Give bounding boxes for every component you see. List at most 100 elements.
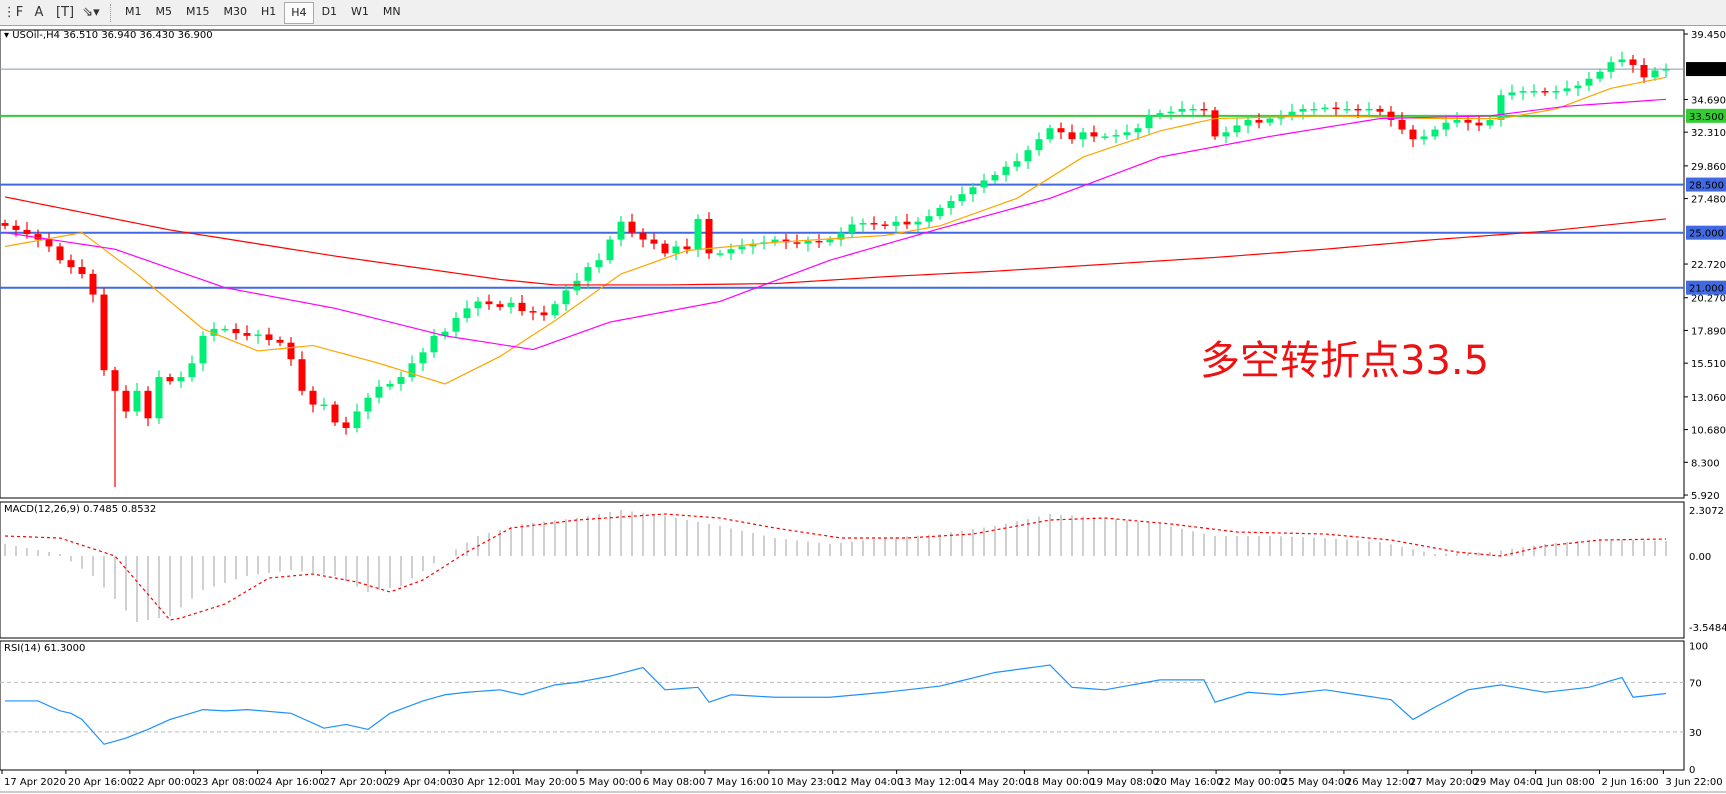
bull-candle	[1508, 92, 1516, 96]
level-label: 25.000	[1689, 229, 1724, 240]
timeframe-m1[interactable]: M1	[125, 5, 142, 18]
price-tick-label: 27.480	[1691, 195, 1726, 206]
bull-candle	[210, 328, 218, 336]
bear-candle	[650, 239, 658, 244]
bull-candle	[1343, 108, 1351, 111]
current-price-label: 36.900	[1689, 65, 1724, 76]
level-label-bg	[1686, 225, 1726, 240]
bear-candle	[661, 243, 669, 254]
bull-candle	[430, 335, 438, 353]
macd-signal-line	[4, 513, 1667, 621]
bear-candle	[67, 260, 75, 268]
bull-candle	[177, 377, 185, 382]
time-tick-label: 14 May 20:00	[963, 777, 1032, 788]
price-tick-label: 20.270	[1691, 294, 1726, 305]
level-label-bg	[1686, 177, 1726, 192]
time-tick-label: 20 May 16:00	[1154, 777, 1223, 788]
bull-candle	[562, 290, 570, 305]
bear-candle	[232, 328, 240, 334]
time-tick-label: 25 May 04:00	[1282, 777, 1351, 788]
bull-candle	[375, 386, 383, 398]
bull-candle	[727, 249, 735, 254]
bull-candle	[199, 335, 207, 364]
bear-candle	[1255, 119, 1263, 123]
timeframe-h4[interactable]: H4	[284, 1, 314, 24]
bear-candle	[1068, 132, 1076, 140]
bull-candle	[1519, 91, 1527, 93]
time-tick-label: 19 May 08:00	[1090, 777, 1159, 788]
moving-average-slow	[4, 196, 1667, 286]
bear-candle	[166, 377, 174, 382]
text-a-icon[interactable]: A	[34, 5, 44, 20]
toolbar-separator	[110, 3, 113, 22]
bear-candle	[1640, 64, 1648, 78]
bear-candle	[89, 273, 97, 295]
price-tick-label: 10.680	[1691, 426, 1726, 437]
bull-candle	[914, 221, 922, 225]
bear-candle	[78, 267, 86, 274]
bull-candle	[1035, 139, 1043, 151]
bull-candle	[1002, 166, 1010, 175]
time-tick-label: 6 May 08:00	[643, 777, 705, 788]
time-tick-label: 10 May 23:00	[771, 777, 840, 788]
bull-candle	[188, 363, 196, 378]
price-tick-label: 13.060	[1691, 393, 1726, 404]
bull-candle	[1079, 132, 1087, 140]
bear-candle	[144, 390, 152, 419]
level-label-bg	[1686, 108, 1726, 123]
bear-candle	[1629, 59, 1637, 65]
rsi-tick-label: 0	[1689, 765, 1695, 776]
timeframe-h1[interactable]: H1	[261, 5, 277, 18]
bull-candle	[386, 383, 394, 387]
bull-candle	[133, 390, 141, 412]
bull-candle	[1145, 115, 1153, 129]
price-tick-label: 32.310	[1691, 128, 1726, 139]
bull-candle	[1046, 128, 1054, 140]
bull-candle	[694, 218, 702, 250]
macd-tick-label: 2.3072	[1689, 506, 1724, 517]
time-tick-label: 29 May 04:00	[1474, 777, 1543, 788]
bull-candle	[1431, 129, 1439, 137]
bull-candle	[848, 224, 856, 233]
bear-candle	[683, 246, 691, 250]
text-label-icon[interactable]: [T]	[55, 5, 75, 20]
timeframe-m30[interactable]: M30	[223, 5, 248, 18]
bull-candle	[1497, 95, 1505, 120]
time-tick-label: 26 May 12:00	[1346, 777, 1415, 788]
price-tick-label: 17.890	[1691, 326, 1726, 337]
level-label: 21.000	[1689, 284, 1724, 295]
bull-candle	[1563, 88, 1571, 92]
timeframe-w1[interactable]: W1	[351, 5, 369, 18]
timeframe-m15[interactable]: M15	[186, 5, 210, 18]
bull-candle	[826, 239, 834, 243]
bear-candle	[12, 225, 20, 230]
timeframe-m5[interactable]: M5	[155, 5, 173, 18]
bear-candle	[34, 234, 42, 240]
timeframe-mn[interactable]: MN	[382, 5, 401, 18]
timeframe-d1[interactable]: D1	[321, 5, 338, 18]
bull-candle	[364, 397, 372, 412]
bull-candle	[507, 302, 515, 307]
time-tick-label: 27 May 20:00	[1410, 777, 1479, 788]
bear-candle	[529, 311, 537, 313]
macd-tick-label: -3.5484	[1689, 623, 1726, 634]
bull-candle	[1222, 132, 1230, 137]
chart-canvas[interactable]: 39.450 34.690 32.310 29.860 27.480 22.720 20.2…	[0, 26, 1726, 794]
arrows-icon[interactable]: ⇘▾	[82, 5, 100, 20]
bear-candle	[903, 221, 911, 225]
main-pane	[0, 29, 1685, 499]
time-tick-label: 20 Apr 16:00	[68, 777, 133, 788]
time-tick-label: 27 Apr 20:00	[324, 777, 389, 788]
bear-candle	[23, 229, 31, 235]
time-tick-label: 1 May 20:00	[515, 777, 577, 788]
time-tick-label: 2 Jun 16:00	[1602, 777, 1659, 788]
bull-candle	[749, 243, 757, 247]
bull-candle	[969, 187, 977, 195]
period-separator-icon[interactable]: ⋮F	[2, 5, 24, 20]
bull-candle	[738, 246, 746, 250]
bull-candle	[551, 304, 559, 316]
rsi-label: RSI(14) 61.3000	[4, 643, 86, 654]
price-tick-label: 34.690	[1691, 95, 1726, 106]
time-tick-label: 18 May 00:00	[1026, 777, 1095, 788]
macd-tick-label: 0.00	[1689, 552, 1711, 563]
